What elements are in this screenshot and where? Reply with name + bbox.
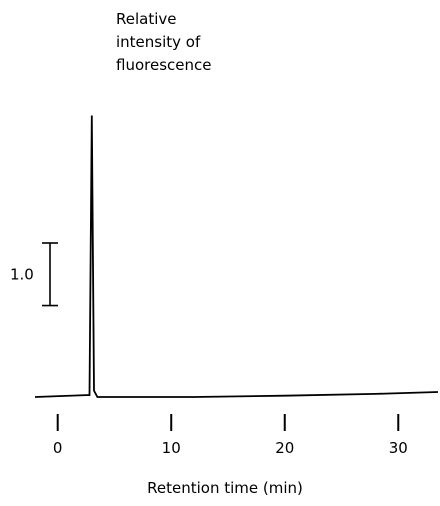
- y-axis-label-line-3: fluorescence: [116, 56, 211, 74]
- scale-bar-label: 1.0: [10, 265, 34, 283]
- x-axis-ticks: 0 10 20 30: [53, 414, 408, 457]
- y-axis-label-line-1: Relative: [116, 10, 177, 28]
- chromatogram-trace: [34, 115, 439, 398]
- y-axis-label-line-2: intensity of: [116, 33, 201, 51]
- x-tick-label: 30: [389, 439, 408, 457]
- x-tick-label: 0: [53, 439, 63, 457]
- x-tick-label: 10: [162, 439, 181, 457]
- x-tick-label: 20: [275, 439, 294, 457]
- scale-bar: 1.0: [10, 242, 58, 307]
- x-axis-label: Retention time (min): [147, 479, 303, 497]
